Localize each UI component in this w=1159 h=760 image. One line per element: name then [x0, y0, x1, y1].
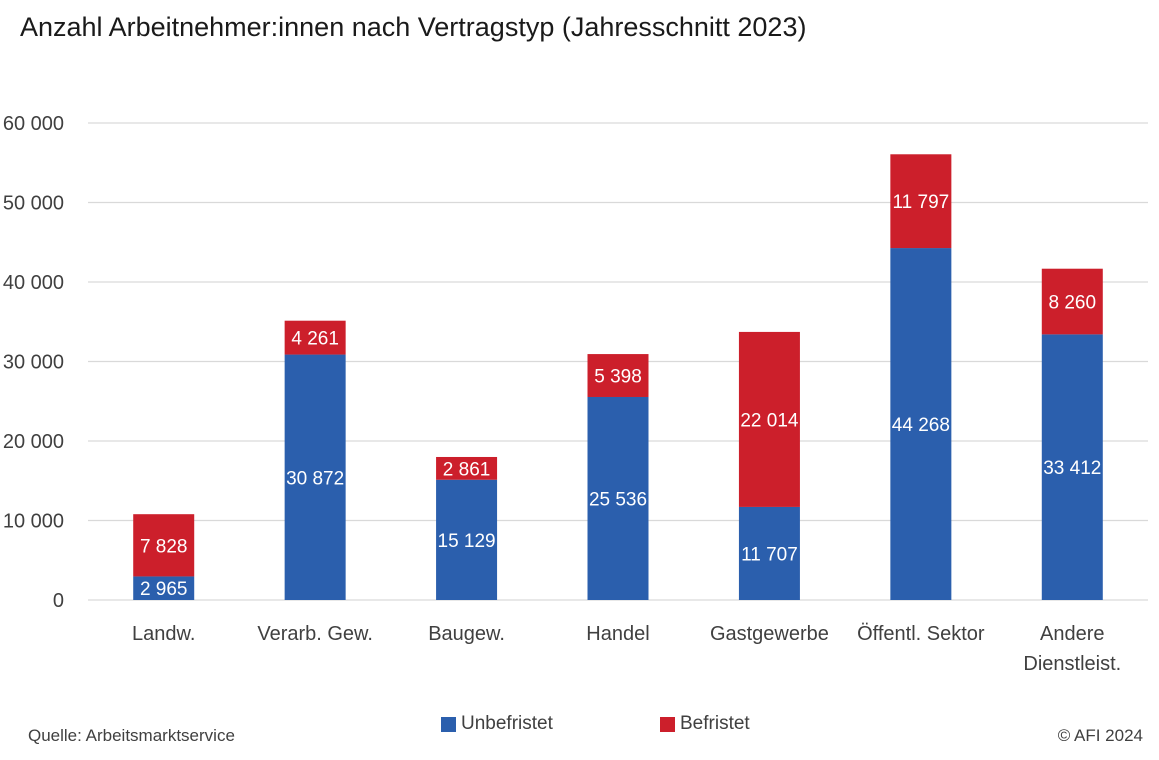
data-label: 30 872	[286, 468, 344, 489]
data-label: 33 412	[1043, 458, 1101, 479]
x-tick-label: Dienstleist.	[1023, 653, 1121, 675]
data-label: 25 536	[589, 489, 647, 510]
data-label: 2 965	[140, 579, 188, 600]
data-label: 11 707	[741, 544, 798, 565]
source-note: Quelle: Arbeitsmarktservice	[28, 726, 235, 745]
data-label: 44 268	[892, 415, 950, 436]
data-label: 2 861	[443, 459, 491, 480]
data-label: 11 797	[893, 192, 950, 213]
y-tick-label: 20 000	[3, 431, 64, 453]
y-tick-label: 30 000	[3, 352, 64, 374]
bar-segment-befristet	[133, 514, 195, 577]
data-label: 7 828	[140, 536, 188, 557]
bar-segment-unbefristet	[436, 479, 498, 600]
bar-segment-unbefristet	[1041, 334, 1103, 600]
x-tick-label: Handel	[586, 623, 649, 645]
x-tick-label: Baugew.	[428, 623, 505, 645]
legend-item-befristet: Befristet	[660, 713, 750, 735]
bar-segment-befristet	[738, 331, 800, 507]
bar-segment-befristet	[436, 456, 498, 480]
x-tick-label: Öffentl. Sektor	[857, 623, 985, 645]
x-tick-label: Landw.	[132, 623, 195, 645]
y-tick-label: 60 000	[3, 113, 64, 135]
data-label: 8 260	[1049, 293, 1097, 314]
bar-segment-befristet	[890, 154, 952, 249]
data-label: 4 261	[291, 329, 339, 350]
y-tick-label: 10 000	[3, 511, 64, 533]
copyright-note: © AFI 2024	[1057, 726, 1143, 745]
y-tick-label: 0	[53, 590, 64, 612]
y-tick-label: 40 000	[3, 272, 64, 294]
data-label: 22 014	[740, 410, 799, 431]
y-tick-label: 50 000	[3, 193, 64, 215]
legend-swatch-unbefristet	[441, 716, 456, 732]
x-tick-label: Andere	[1040, 623, 1105, 645]
legend-item-unbefristet: Unbefristet	[441, 713, 553, 735]
bar-segment-unbefristet	[284, 354, 346, 600]
chart-title: Anzahl Arbeitnehmer:innen nach Vertragst…	[20, 12, 807, 42]
legend-label-befristet: Befristet	[680, 713, 750, 734]
bar-segment-befristet	[587, 354, 649, 397]
bar-segment-befristet	[1041, 268, 1103, 335]
x-tick-label: Verarb. Gew.	[257, 623, 373, 645]
bar-segment-befristet	[284, 320, 346, 355]
bar-segment-unbefristet	[738, 506, 800, 600]
bar-segment-unbefristet	[587, 396, 649, 600]
data-label: 5 398	[594, 367, 642, 388]
bar-segment-unbefristet	[890, 248, 952, 600]
legend-label-unbefristet: Unbefristet	[461, 713, 553, 734]
bar-segment-unbefristet	[133, 576, 195, 600]
legend: Unbefristet Befristet	[0, 713, 1159, 743]
bar-chart: 0 10 000 20 000 30 000 40 000 50 000 60 000 2 9…	[3, 113, 1148, 675]
x-tick-label: Gastgewerbe	[710, 623, 829, 645]
data-label: 15 129	[438, 531, 496, 552]
legend-swatch-befristet	[660, 716, 675, 732]
